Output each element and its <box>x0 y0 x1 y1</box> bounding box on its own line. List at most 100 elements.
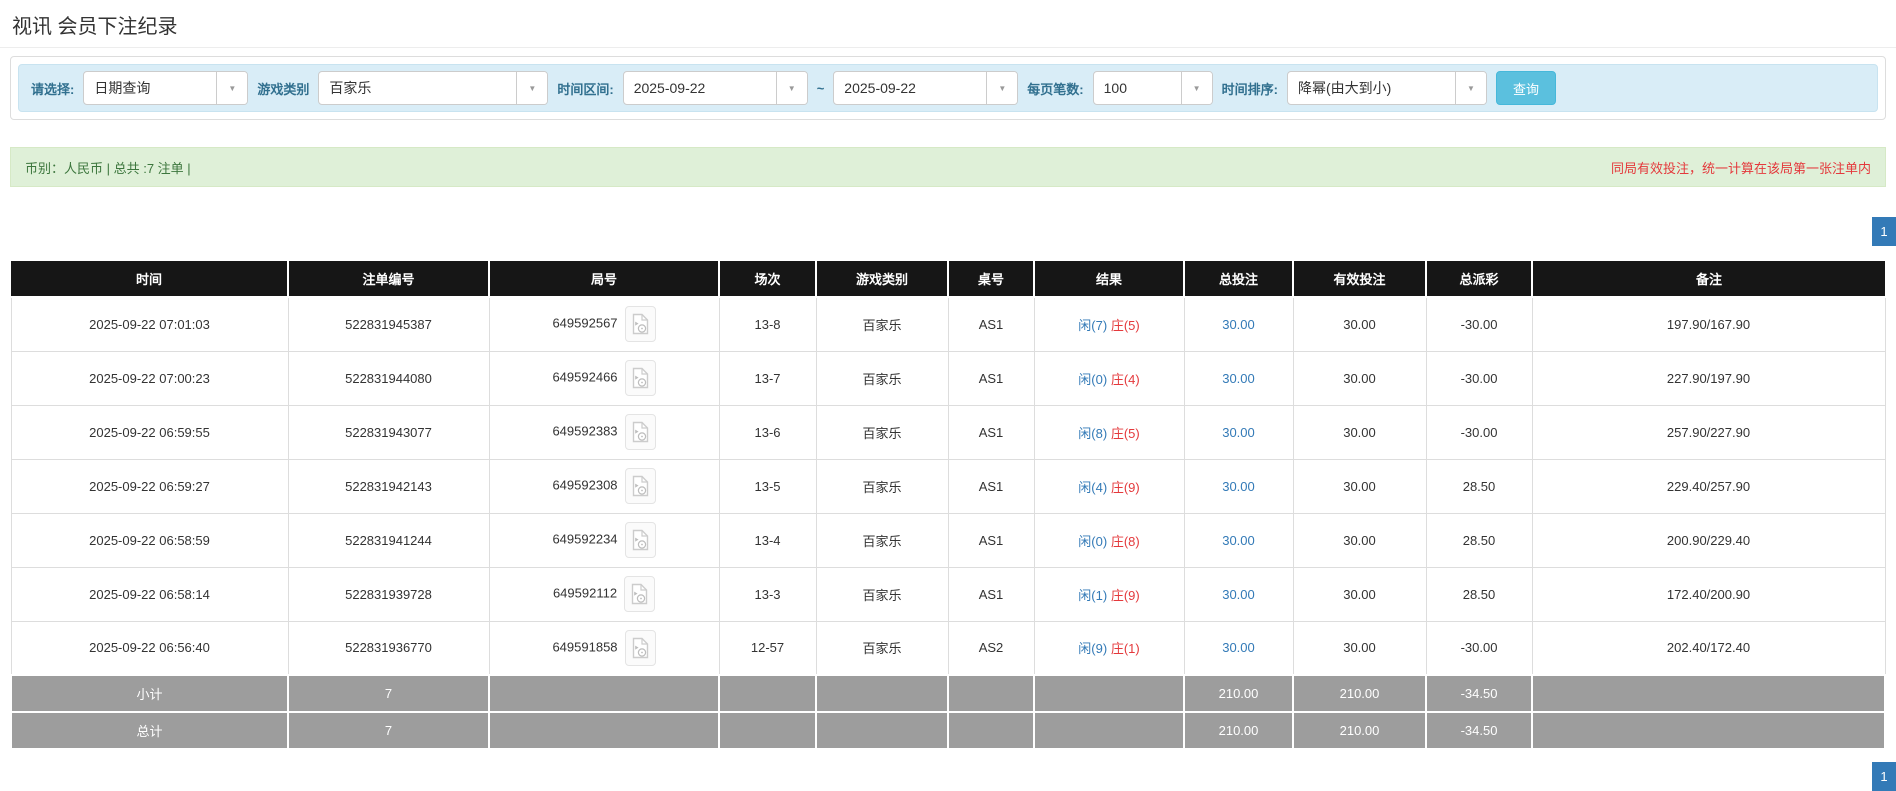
subtotal-row-payout: -34.50 <box>1425 674 1533 713</box>
date-from-select[interactable]: 2025-09-22 ▼ <box>622 71 808 105</box>
video-replay-button[interactable] <box>624 414 656 450</box>
table-row: 2025-09-22 06:58:14 522831939728 649592112… <box>10 566 1886 622</box>
search-button[interactable]: 查询 <box>1495 71 1556 105</box>
cell-table-no: AS1 <box>947 566 1035 622</box>
cell-bet-id: 522831942143 <box>287 458 490 514</box>
cell-session: 13-6 <box>718 404 817 460</box>
result-banker: 庄(9) <box>1110 587 1140 603</box>
cell-bet-id: 522831943077 <box>287 404 490 460</box>
subtotal-row-empty-cell-table-no <box>947 674 1035 713</box>
cell-total-bet: 30.00 <box>1183 296 1294 352</box>
video-replay-button[interactable] <box>624 306 656 343</box>
cell-total-bet: 30.00 <box>1183 620 1294 676</box>
cell-result: 闲(1) 庄(9) <box>1033 566 1185 622</box>
column-header-0: 时间 <box>11 261 289 298</box>
column-header-4: 游戏类别 <box>816 261 949 298</box>
cell-valid-bet: 30.00 <box>1292 566 1427 622</box>
total-bet-link[interactable]: 30.00 <box>1222 424 1255 440</box>
sort-order-label: 时间排序: <box>1221 81 1278 97</box>
cell-round-id: 649592234 <box>488 512 720 568</box>
total-row-payout: -34.50 <box>1425 711 1533 750</box>
query-type-select[interactable]: 日期查询 ▼ <box>83 71 249 105</box>
subtotal-row-valid-bet: 210.00 <box>1292 674 1427 713</box>
cell-game-type: 百家乐 <box>815 620 949 676</box>
page-size-label: 每页笔数: <box>1027 81 1084 97</box>
cell-game-type: 百家乐 <box>815 404 949 460</box>
date-to-select[interactable]: 2025-09-22 ▼ <box>833 71 1019 105</box>
cell-game-type: 百家乐 <box>815 512 949 568</box>
table-body: 2025-09-22 07:01:03 522831945387 649592567… <box>10 296 1886 750</box>
result-banker: 庄(4) <box>1110 371 1140 387</box>
cell-result: 闲(8) 庄(5) <box>1033 404 1185 460</box>
sort-order-select[interactable]: 降幂(由大到小) ▼ <box>1286 71 1487 105</box>
cell-bet-id: 522831936770 <box>287 620 490 676</box>
result-player: 闲(1) <box>1078 587 1108 603</box>
chevron-down-icon[interactable]: ▼ <box>775 72 807 104</box>
cell-round-id: 649592567 <box>488 296 720 352</box>
total-row-empty-cell-round-id <box>488 711 720 750</box>
result-banker: 庄(1) <box>1110 641 1140 657</box>
result-player: 闲(7) <box>1078 317 1108 333</box>
cell-bet-id: 522831944080 <box>287 350 490 406</box>
filter-bar: 请选择: 日期查询 ▼ 游戏类别 百家乐 ▼ 时间区间: 2025-09-22 … <box>18 64 1878 112</box>
cell-valid-bet: 30.00 <box>1292 404 1427 460</box>
video-file-icon <box>632 637 648 658</box>
cell-remark: 172.40/200.90 <box>1531 566 1886 622</box>
sort-order-value: 降幂(由大到小) <box>1297 80 1392 96</box>
cell-total-bet: 30.00 <box>1183 512 1294 568</box>
page-size-select[interactable]: 100 ▼ <box>1092 71 1213 105</box>
game-type-label: 游戏类别 <box>257 81 310 97</box>
cell-payout: -30.00 <box>1425 296 1533 352</box>
total-bet-link[interactable]: 30.00 <box>1222 640 1255 656</box>
table-row: 2025-09-22 06:59:27 522831942143 649592308… <box>10 458 1886 514</box>
total-row-empty-cell-session <box>718 711 817 750</box>
subtotal-row-label: 小计 <box>10 674 289 713</box>
page-size-value: 100 <box>1103 80 1127 96</box>
total-bet-link[interactable]: 30.00 <box>1222 532 1255 548</box>
video-replay-button[interactable] <box>624 629 656 666</box>
video-replay-button[interactable] <box>624 576 656 612</box>
round-id-text: 649591858 <box>552 639 618 655</box>
video-file-icon <box>632 367 648 389</box>
chevron-down-icon[interactable]: ▼ <box>216 72 248 104</box>
page-button-1[interactable]: 1 <box>1872 217 1896 246</box>
chevron-down-icon[interactable]: ▼ <box>1454 72 1486 104</box>
query-type-label: 请选择: <box>31 81 75 97</box>
round-id-text: 649592308 <box>552 477 618 493</box>
table-row: 2025-09-22 06:59:55 522831943077 649592383… <box>10 404 1886 460</box>
cell-total-bet: 30.00 <box>1183 566 1294 622</box>
column-header-2: 局号 <box>489 261 720 298</box>
total-bet-link[interactable]: 30.00 <box>1222 370 1255 386</box>
page-title: 视讯 会员下注纪录 <box>0 0 1896 48</box>
cell-total-bet: 30.00 <box>1183 404 1294 460</box>
video-replay-button[interactable] <box>624 468 656 504</box>
page-button-1[interactable]: 1 <box>1872 762 1896 791</box>
summary-bar: 币别：人民币 | 总共 :7 注单 | 同局有效投注，统一计算在该局第一张注单内 <box>10 147 1886 187</box>
total-bet-link[interactable]: 30.00 <box>1222 586 1255 602</box>
cell-round-id: 649591858 <box>488 620 720 676</box>
result-player: 闲(8) <box>1078 425 1108 441</box>
chevron-down-icon[interactable]: ▼ <box>986 72 1018 104</box>
chevron-down-icon[interactable]: ▼ <box>516 72 548 104</box>
cell-remark: 229.40/257.90 <box>1531 458 1886 514</box>
cell-bet-id: 522831941244 <box>287 512 490 568</box>
video-replay-button[interactable] <box>624 360 656 396</box>
result-player: 闲(4) <box>1078 479 1108 495</box>
total-bet-link[interactable]: 30.00 <box>1222 316 1255 332</box>
game-type-select[interactable]: 百家乐 ▼ <box>318 71 549 105</box>
video-replay-button[interactable] <box>624 522 656 558</box>
total-row-empty-cell-result <box>1033 711 1185 750</box>
column-header-8: 有效投注 <box>1293 261 1427 298</box>
chevron-down-icon[interactable]: ▼ <box>1180 72 1212 104</box>
total-bet-link[interactable]: 30.00 <box>1222 478 1255 494</box>
subtotal-row: 小计 7 210.00 210.00 -34.50 <box>10 674 1886 713</box>
table-row: 2025-09-22 06:56:40 522831936770 649591858… <box>10 620 1886 676</box>
table-row: 2025-09-22 07:00:23 522831944080 649592466… <box>10 350 1886 406</box>
cell-total-bet: 30.00 <box>1183 458 1294 514</box>
summary-currency-count: 币别：人民币 | 总共 :7 注单 | <box>25 160 191 176</box>
cell-session: 13-5 <box>718 458 817 514</box>
cell-game-type: 百家乐 <box>815 296 949 352</box>
cell-time: 2025-09-22 06:58:59 <box>10 512 289 568</box>
subtotal-row-count: 7 <box>287 674 490 713</box>
cell-round-id: 649592112 <box>488 566 720 622</box>
